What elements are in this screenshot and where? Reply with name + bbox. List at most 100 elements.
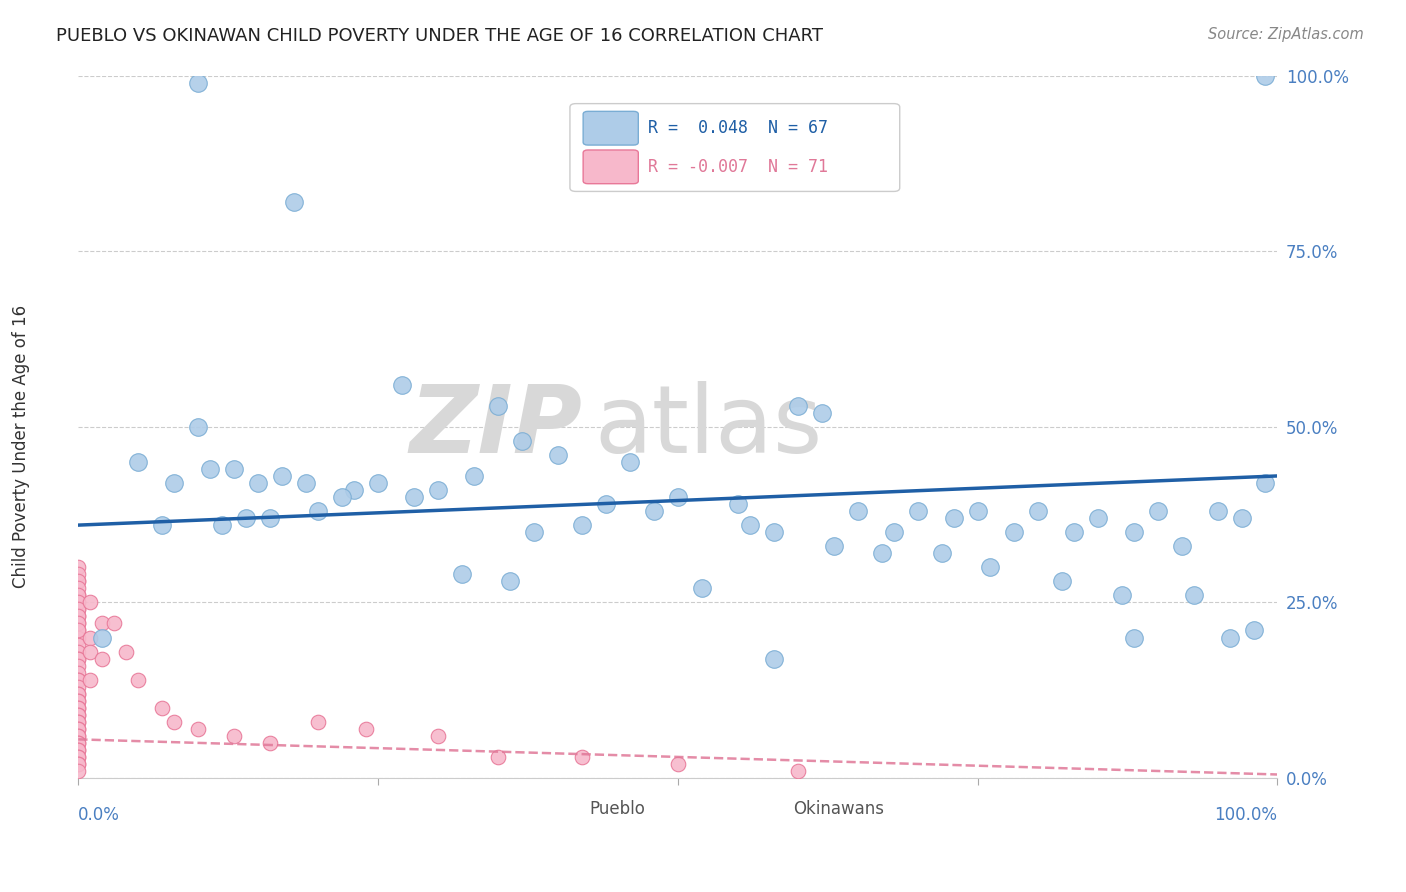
Point — [67, 595, 90, 609]
Point — [810, 406, 832, 420]
Point — [942, 511, 965, 525]
Point — [67, 651, 90, 665]
Point — [67, 609, 90, 624]
Point — [486, 399, 509, 413]
Text: atlas: atlas — [593, 381, 823, 473]
Point — [330, 490, 353, 504]
Point — [499, 574, 522, 589]
Text: ZIP: ZIP — [409, 381, 582, 473]
Point — [127, 455, 149, 469]
Point — [1170, 539, 1192, 553]
Point — [163, 475, 186, 490]
Text: PUEBLO VS OKINAWAN CHILD POVERTY UNDER THE AGE OF 16 CORRELATION CHART: PUEBLO VS OKINAWAN CHILD POVERTY UNDER T… — [56, 27, 824, 45]
FancyBboxPatch shape — [733, 794, 790, 824]
Point — [67, 707, 90, 722]
Point — [571, 750, 593, 764]
Point — [1002, 525, 1025, 540]
Point — [354, 722, 377, 736]
Point — [510, 434, 533, 448]
Point — [224, 462, 246, 476]
Point — [187, 419, 209, 434]
Point — [67, 756, 90, 771]
Point — [451, 567, 474, 582]
Point — [67, 609, 90, 624]
Point — [595, 497, 617, 511]
Point — [67, 700, 90, 714]
Point — [883, 525, 905, 540]
Point — [67, 651, 90, 665]
Point — [907, 504, 929, 518]
Point — [187, 76, 209, 90]
Point — [67, 595, 90, 609]
Point — [391, 377, 413, 392]
Point — [463, 469, 485, 483]
FancyBboxPatch shape — [583, 112, 638, 145]
Point — [1206, 504, 1229, 518]
Point — [67, 750, 90, 764]
Point — [1063, 525, 1085, 540]
Point — [150, 700, 173, 714]
Point — [259, 736, 281, 750]
Text: Child Poverty Under the Age of 16: Child Poverty Under the Age of 16 — [13, 304, 30, 588]
Point — [91, 651, 114, 665]
Point — [67, 700, 90, 714]
Text: 0.0%: 0.0% — [79, 806, 120, 824]
Point — [127, 673, 149, 687]
Point — [187, 722, 209, 736]
FancyBboxPatch shape — [529, 794, 586, 824]
Point — [367, 475, 389, 490]
Point — [67, 631, 90, 645]
Point — [619, 455, 641, 469]
Point — [67, 588, 90, 602]
Point — [786, 764, 808, 778]
Point — [224, 729, 246, 743]
Point — [571, 518, 593, 533]
Point — [738, 518, 761, 533]
Point — [67, 574, 90, 589]
Point — [690, 582, 713, 596]
Point — [295, 475, 318, 490]
Point — [67, 729, 90, 743]
Point — [343, 483, 366, 497]
Point — [115, 644, 138, 658]
Point — [547, 448, 569, 462]
Point — [67, 756, 90, 771]
Point — [427, 483, 450, 497]
Point — [67, 743, 90, 757]
Point — [103, 616, 125, 631]
Point — [870, 546, 893, 560]
Point — [79, 673, 101, 687]
Point — [91, 631, 114, 645]
Point — [67, 687, 90, 701]
Point — [67, 665, 90, 680]
Point — [486, 750, 509, 764]
Text: R = -0.007  N = 71: R = -0.007 N = 71 — [648, 158, 828, 176]
Point — [91, 616, 114, 631]
Point — [67, 736, 90, 750]
Point — [402, 490, 425, 504]
Point — [931, 546, 953, 560]
Point — [67, 722, 90, 736]
Point — [67, 638, 90, 652]
Point — [67, 680, 90, 694]
Text: Pueblo: Pueblo — [589, 800, 645, 818]
Point — [823, 539, 845, 553]
Point — [1026, 504, 1049, 518]
Point — [67, 624, 90, 638]
Point — [67, 588, 90, 602]
Text: Okinawans: Okinawans — [793, 800, 884, 818]
Point — [1087, 511, 1109, 525]
Point — [67, 714, 90, 729]
Point — [67, 602, 90, 616]
Point — [762, 651, 785, 665]
Point — [67, 729, 90, 743]
Point — [67, 560, 90, 574]
Point — [1182, 588, 1205, 602]
Point — [67, 616, 90, 631]
Point — [235, 511, 257, 525]
Point — [979, 560, 1001, 574]
Point — [1243, 624, 1265, 638]
Point — [1254, 69, 1277, 83]
Point — [259, 511, 281, 525]
Text: 100.0%: 100.0% — [1215, 806, 1278, 824]
